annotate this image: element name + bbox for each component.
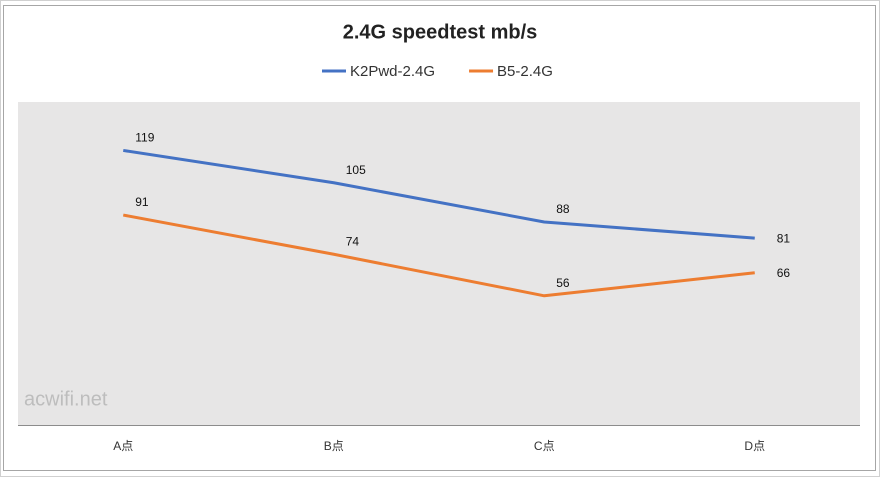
x-tick-label: B点 bbox=[324, 439, 344, 453]
chart-title: 2.4G speedtest mb/s bbox=[343, 21, 538, 43]
data-label: 88 bbox=[556, 202, 570, 216]
series-line bbox=[122, 213, 755, 298]
data-label: 81 bbox=[777, 231, 791, 245]
series-line bbox=[123, 148, 755, 240]
x-tick-label: A点 bbox=[113, 439, 133, 453]
x-tick-label: D点 bbox=[744, 439, 765, 453]
plot-area bbox=[18, 102, 860, 425]
x-tick-label: C点 bbox=[534, 439, 555, 453]
data-label: 91 bbox=[135, 195, 149, 209]
data-label: 105 bbox=[346, 163, 366, 177]
data-label: 119 bbox=[135, 131, 154, 145]
data-label: 74 bbox=[346, 234, 360, 248]
watermark: acwifi.net bbox=[24, 388, 108, 410]
data-label: 66 bbox=[777, 266, 791, 280]
data-label: 56 bbox=[556, 276, 570, 290]
legend-label: B5-2.4G bbox=[497, 63, 553, 80]
legend-label: K2Pwd-2.4G bbox=[350, 63, 435, 80]
